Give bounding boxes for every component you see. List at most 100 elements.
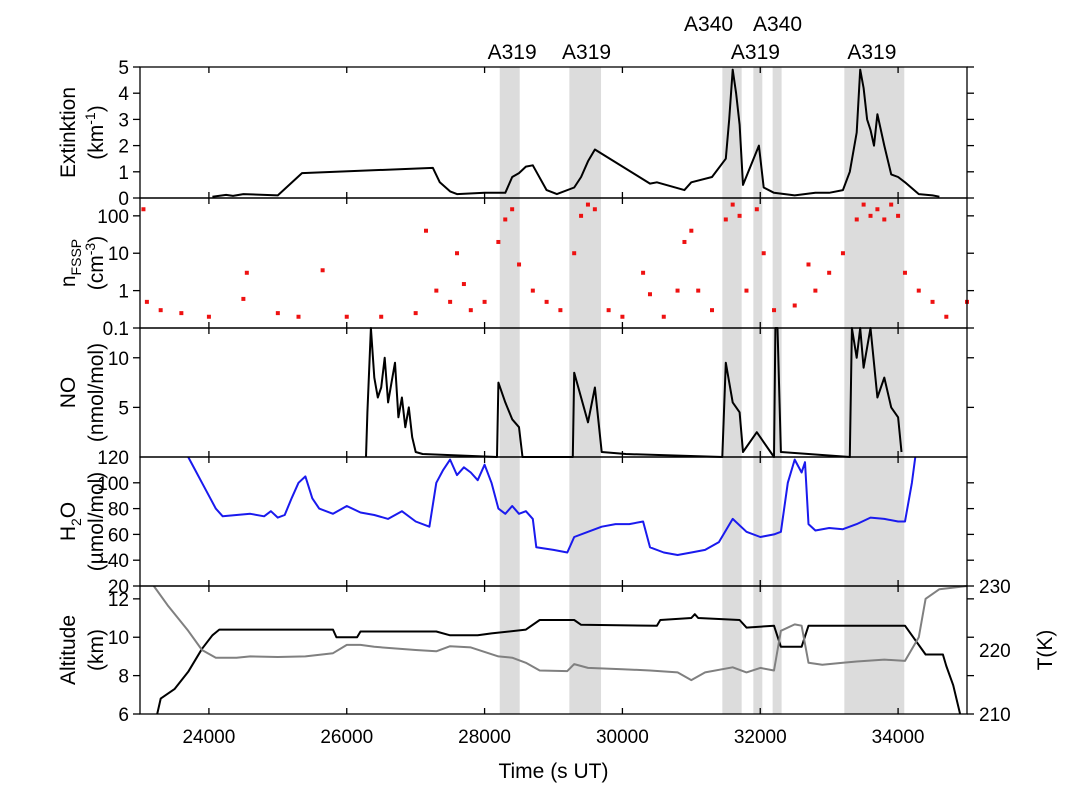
x-tick-label: 26000 xyxy=(320,727,373,748)
encounter-band-a340 xyxy=(722,67,742,714)
data-point-nfssp xyxy=(730,202,735,207)
data-point-nfssp xyxy=(606,308,611,313)
panel-frame-h2o xyxy=(139,456,968,587)
y-axis-label-line2: (µmol/mol) xyxy=(85,472,108,572)
data-point-nfssp xyxy=(592,207,597,212)
y-tick-label-h2o: 100 xyxy=(97,474,129,495)
data-point-nfssp xyxy=(744,288,749,293)
series-line-extinction-0 xyxy=(212,68,940,198)
panel-frames xyxy=(139,66,968,715)
data-point-nfssp xyxy=(158,308,163,313)
encounter-band-a340 xyxy=(772,67,782,714)
data-point-nfssp xyxy=(503,217,508,222)
series-line-altitude-0 xyxy=(156,613,962,715)
y-tick-label-altitude: 12 xyxy=(108,590,129,611)
y-tick-label-h2o: 80 xyxy=(108,500,129,521)
data-point-nfssp xyxy=(661,314,666,319)
data-point-nfssp xyxy=(424,228,429,233)
y-tick-label-nfssp: 0.1 xyxy=(103,319,129,340)
data-series xyxy=(141,68,969,715)
axis-labels: Extinktion (km-1) nFSSP (cm-3) NO (nmol/mol) H… xyxy=(57,87,1057,685)
y-tick-label-altitude: 10 xyxy=(108,628,129,649)
right-axis-label: T(K) xyxy=(1034,630,1057,671)
y-axis-label-line2: (km-1) xyxy=(82,105,108,159)
y-tick-label-no: 5 xyxy=(118,398,129,419)
data-point-nfssp xyxy=(689,228,694,233)
data-point-nfssp xyxy=(875,207,880,212)
data-point-nfssp xyxy=(696,288,701,293)
y-tick-label-nfssp: 1 xyxy=(118,282,129,303)
data-point-nfssp xyxy=(889,202,894,207)
y-tick-label-h2o: 60 xyxy=(108,525,129,546)
data-point-nfssp xyxy=(792,303,797,308)
axis-ticks: 0123450.11101005102040608010012068101221… xyxy=(97,58,1010,748)
data-point-nfssp xyxy=(854,217,859,222)
data-point-nfssp xyxy=(806,262,811,267)
data-point-nfssp xyxy=(244,270,249,275)
encounter-band-a319 xyxy=(499,67,520,714)
aircraft-label-a319: A319 xyxy=(847,41,896,64)
x-tick-label: 34000 xyxy=(872,727,925,748)
y-axis-label-no: NO (nmol/mol) xyxy=(57,343,108,442)
encounter-band-a319 xyxy=(753,67,763,714)
y-tick-label-altitude: 6 xyxy=(118,705,129,726)
y-tick-label-extinction: 3 xyxy=(118,110,129,131)
data-point-nfssp xyxy=(930,299,935,304)
aircraft-label-a319: A319 xyxy=(488,41,537,64)
aircraft-labels: A319 A319 A340 A319 A340 A319 xyxy=(488,13,897,64)
data-point-nfssp xyxy=(772,308,777,313)
panel-frame-nfssp xyxy=(139,197,968,329)
data-point-nfssp xyxy=(448,299,453,304)
y-tick-label-extinction: 2 xyxy=(118,137,129,158)
data-point-nfssp xyxy=(544,299,549,304)
aircraft-label-a319: A319 xyxy=(562,41,611,64)
y-axis-label-line1: nFSSP xyxy=(57,239,84,287)
data-point-nfssp xyxy=(144,299,149,304)
y-tick-label-extinction: 1 xyxy=(118,163,129,184)
data-point-nfssp xyxy=(517,262,522,267)
data-point-nfssp xyxy=(510,207,515,212)
data-point-nfssp xyxy=(496,239,501,244)
data-point-nfssp xyxy=(275,311,280,316)
y-axis-label-line1: H2O xyxy=(57,502,84,541)
aircraft-label-a340: A340 xyxy=(684,13,733,36)
x-tick-label: 30000 xyxy=(596,727,649,748)
data-point-nfssp xyxy=(455,251,460,256)
data-point-nfssp xyxy=(682,239,687,244)
data-point-nfssp xyxy=(710,308,715,313)
data-point-nfssp xyxy=(944,314,949,319)
series-line-altitude-1 xyxy=(152,585,968,682)
data-point-nfssp xyxy=(647,292,652,297)
panel-frame-altitude xyxy=(139,585,968,715)
aircraft-label-a340: A340 xyxy=(753,13,802,36)
right-tick-label: 210 xyxy=(979,705,1011,726)
y-tick-label-extinction: 5 xyxy=(118,58,129,79)
data-point-nfssp xyxy=(641,270,646,275)
data-point-nfssp xyxy=(572,251,577,256)
y-axis-label-extinction: Extinktion (km-1) xyxy=(57,87,108,178)
y-axis-label-line2: (cm-3) xyxy=(82,236,108,290)
data-point-nfssp xyxy=(344,314,349,319)
series-line-no-0 xyxy=(365,327,903,458)
y-tick-label-extinction: 0 xyxy=(118,189,129,210)
y-axis-label-line2: (nmol/mol) xyxy=(85,343,108,442)
data-point-nfssp xyxy=(579,213,584,218)
data-point-nfssp xyxy=(434,288,439,293)
data-point-nfssp xyxy=(882,217,887,222)
data-point-nfssp xyxy=(379,314,384,319)
data-point-nfssp xyxy=(840,251,845,256)
data-point-nfssp xyxy=(413,311,418,316)
data-point-nfssp xyxy=(737,213,742,218)
data-point-nfssp xyxy=(827,270,832,275)
data-point-nfssp xyxy=(585,202,590,207)
y-tick-label-h2o: 20 xyxy=(108,577,129,598)
data-point-nfssp xyxy=(868,213,873,218)
data-point-nfssp xyxy=(675,288,680,293)
panel-frame-no xyxy=(139,327,968,458)
panel-frame-extinction xyxy=(139,66,968,199)
data-point-nfssp xyxy=(241,296,246,301)
y-tick-label-extinction: 4 xyxy=(118,84,129,105)
data-point-nfssp xyxy=(482,299,487,304)
data-point-nfssp xyxy=(179,311,184,316)
